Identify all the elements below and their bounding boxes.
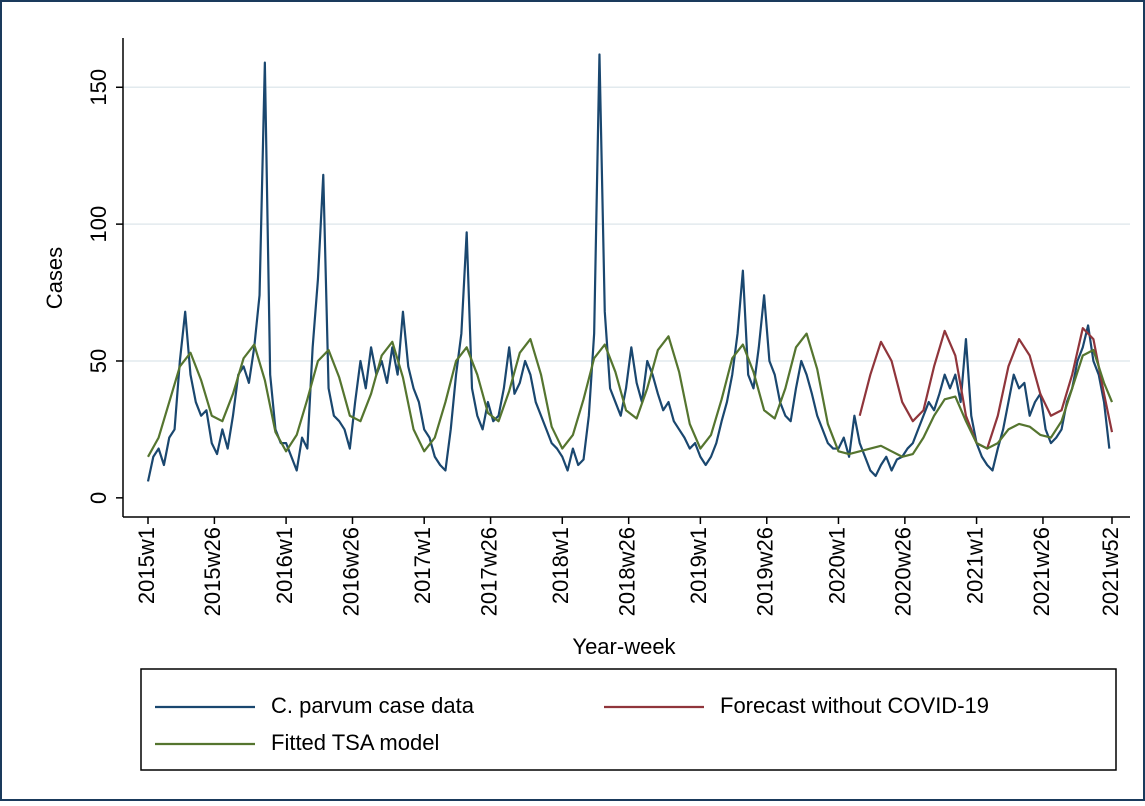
x-tick-label: 2021w26: [1029, 527, 1054, 616]
legend-label: Forecast without COVID-19: [720, 693, 989, 718]
x-tick-label: 2021w1: [962, 527, 987, 604]
x-tick-label: 2018w26: [614, 527, 639, 616]
x-tick-label: 2016w26: [338, 527, 363, 616]
x-tick-label: 2015w26: [200, 527, 225, 616]
series-line: [147, 332, 1114, 458]
x-tick-label: 2019w1: [686, 527, 711, 604]
y-axis-title: Cases: [42, 247, 67, 309]
x-tick-label: 2017w1: [410, 527, 435, 604]
x-tick-label: 2018w1: [548, 527, 573, 604]
legend-label: Fitted TSA model: [271, 730, 439, 755]
y-tick-label: 150: [86, 69, 111, 106]
x-tick-label: 2015w1: [134, 527, 159, 604]
y-tick-label: 0: [86, 492, 111, 504]
x-tick-label: 2019w26: [753, 527, 778, 616]
x-tick-label: 2016w1: [272, 527, 297, 604]
series-line: [146, 53, 1111, 482]
x-tick-label: 2020w26: [891, 527, 916, 616]
x-axis-title: Year-week: [572, 634, 676, 659]
x-tick-label: 2021w52: [1098, 527, 1123, 616]
y-tick-label: 100: [86, 206, 111, 243]
legend-label: C. parvum case data: [271, 693, 475, 718]
x-tick-label: 2017w26: [476, 527, 501, 616]
y-tick-label: 50: [86, 349, 111, 373]
x-tick-label: 2020w1: [824, 527, 849, 604]
legend-box: [140, 668, 1117, 771]
